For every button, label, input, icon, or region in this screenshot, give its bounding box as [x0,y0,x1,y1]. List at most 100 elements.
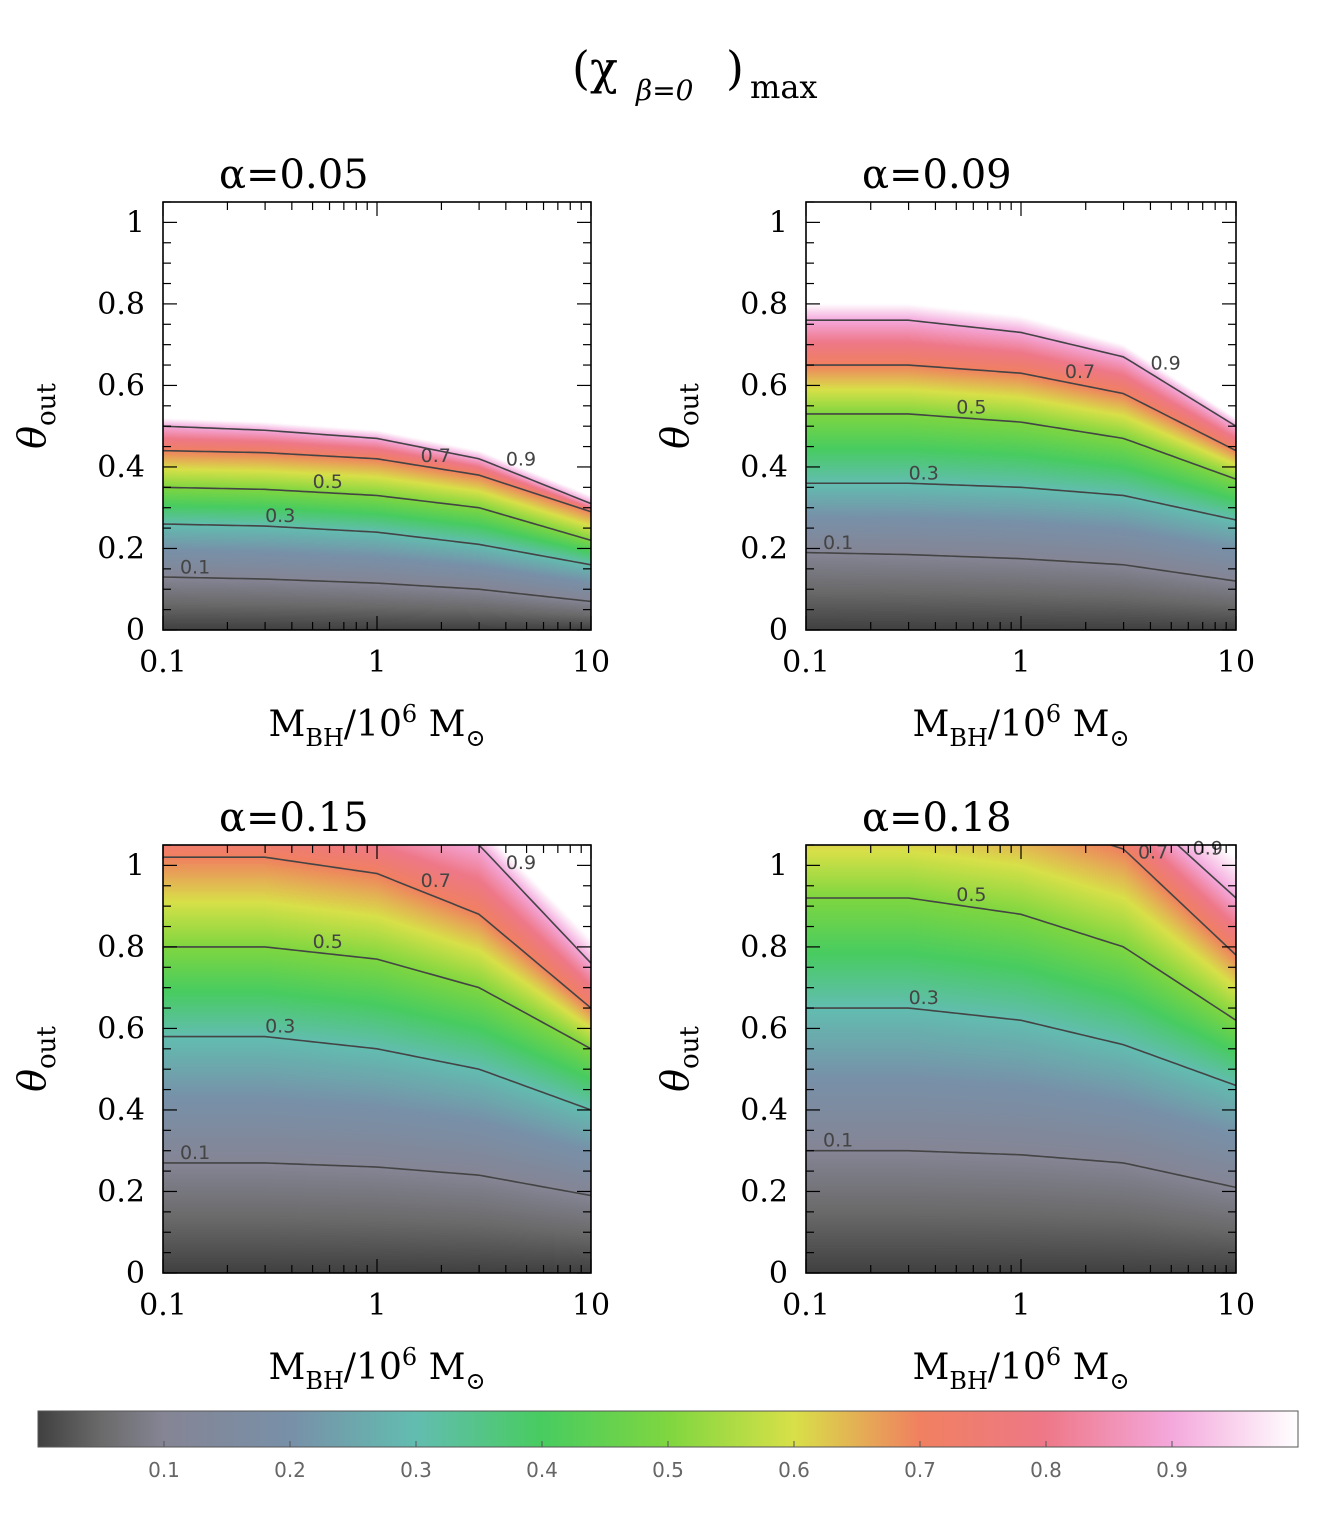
y-tick-label: 1 [126,205,145,240]
x-ticks: 0.1 1 10 [139,202,610,680]
x-tick-label: 10 [1217,1288,1255,1323]
y-tick-label: 0.6 [740,368,788,403]
contour-line-0.7 [806,364,1236,452]
x-axis-label: MBH/106 M⊙ [912,700,1129,752]
heatmap-image [163,202,591,630]
contour-line-0.5 [163,486,591,542]
contour-label: 0.5 [956,884,986,906]
y-tick-label: 0.6 [97,368,145,403]
y-tick-label: 0.4 [97,450,145,485]
contour-label: 0.3 [265,1016,295,1038]
x-tick-label: 1 [1011,645,1030,680]
y-ticks: 0 0.2 0.4 0.6 0.8 1 [740,201,1236,648]
x-tick-label: 0.1 [782,645,830,680]
contour-line-0.3 [163,1035,591,1111]
y-ticks: 0 0.2 0.4 0.6 0.8 1 [97,844,591,1291]
contour-label: 0.9 [1150,352,1180,374]
contour-line-0.3 [163,523,591,566]
colorbar-tick-label: 0.6 [778,1458,810,1482]
x-ticks: 0.1 1 10 [782,202,1255,680]
figure-title-max: max [750,68,817,106]
y-tick-label: 0.4 [97,1093,145,1128]
x-tick-label: 10 [1217,645,1255,680]
colorbar: 0.1 0.2 0.3 0.4 0.5 0.6 0.7 0.8 0.9 [37,1410,1299,1482]
contour-line-0.7 [163,449,591,513]
colorbar-tick-label: 0.5 [652,1458,684,1482]
y-tick-label: 0.2 [97,1174,145,1209]
contour-label: 0.3 [265,505,295,527]
y-tick-label: 0.6 [97,1011,145,1046]
colorbar-tick-label: 0.2 [274,1458,306,1482]
y-ticks: 0 0.2 0.4 0.6 0.8 1 [740,844,1236,1291]
contour-line-0.3 [806,1007,1236,1087]
y-tick-label: 0.4 [740,1093,788,1128]
figure-title-close: ) [726,41,744,95]
y-axis-label: θout [653,1026,705,1092]
y-axis-label: θout [10,1026,62,1092]
x-tick-label: 1 [367,645,386,680]
heatmap-image [806,202,1236,630]
panel-4: 0.1 0.3 0.5 0.7 0.9 0.1 1 10 0 0.2 0.4 0.6 0.8 1 α=0.1… [653,795,1255,1395]
contour-label: 0.1 [180,1142,210,1164]
x-tick-label: 0.1 [139,645,187,680]
contour-label: 0.7 [421,445,451,467]
colorbar-tick-label: 0.9 [1156,1458,1188,1482]
y-tick-label: 0.8 [97,287,145,322]
colorbar-tick-label: 0.4 [526,1458,558,1482]
contour-label: 0.1 [823,532,853,554]
figure-title: (χ β=0 ) max [572,41,817,107]
panel-3: 0.1 0.3 0.5 0.7 0.9 0.1 1 10 0 0.2 0.4 0.6 0.8 1 α=0.1… [10,795,610,1395]
contour-label: 0.9 [506,449,536,471]
panel-title: α=0.18 [862,795,1012,841]
contour-line-0.9 [476,845,591,964]
x-tick-label: 10 [572,1288,610,1323]
x-axis-label: MBH/106 M⊙ [912,1343,1129,1395]
x-tick-label: 0.1 [782,1288,830,1323]
y-tick-label: 0.2 [740,531,788,566]
y-tick-label: 0 [769,613,788,648]
contour-label: 0.5 [313,471,343,493]
y-tick-label: 0.8 [740,287,788,322]
x-tick-label: 10 [572,645,610,680]
panel-title: α=0.09 [862,152,1012,198]
heatmap-image [806,845,1236,1273]
heatmap-image [163,845,591,1273]
contour-label: 0.3 [909,987,939,1009]
contour-line-0.7 [1108,845,1236,956]
contour-label: 0.7 [1138,842,1168,864]
colorbar-tick-label: 0.8 [1030,1458,1062,1482]
contour-label: 0.1 [823,1130,853,1152]
x-tick-label: 1 [367,1288,386,1323]
contour-label: 0.5 [956,396,986,418]
y-tick-label: 0.4 [740,450,788,485]
contour-line-0.1 [163,576,591,603]
contour-line-0.1 [806,551,1236,582]
contour-line-0.5 [806,413,1236,480]
contour-line-0.5 [806,897,1236,1021]
colorbar-tick-label: 0.1 [148,1458,180,1482]
contour-label: 0.7 [1065,361,1095,383]
contour-label: 0.9 [506,852,536,874]
y-tick-label: 0.6 [740,1011,788,1046]
contour-line-0.1 [806,1149,1236,1189]
panel-2: 0.1 0.3 0.5 0.7 0.9 0.1 1 10 0 0.2 0.4 0.6 0.8 1 α=0.0… [653,152,1255,752]
y-ticks: 0 0.2 0.4 0.6 0.8 1 [97,201,591,648]
x-tick-label: 0.1 [139,1288,187,1323]
y-tick-label: 0 [769,1256,788,1291]
contour-line-0.7 [163,856,591,1009]
panel-title: α=0.05 [219,152,369,198]
contour-label: 0.5 [313,931,343,953]
figure-title-sub: β=0 [635,74,693,107]
contour-line-0.5 [163,946,591,1050]
contour-lines [163,425,591,603]
contour-line-0.3 [806,482,1236,521]
panel-1: 0.1 0.3 0.5 0.7 0.9 0.1 1 10 0 0.2 0.4 0.6 0.8 1 α=0.0… [10,152,610,752]
contour-lines [806,845,1236,1189]
contour-label: 0.3 [909,462,939,484]
y-tick-label: 1 [769,205,788,240]
colorbar-ticks: 0.1 0.2 0.3 0.4 0.5 0.6 0.7 0.8 0.9 [148,1441,1188,1482]
x-ticks: 0.1 1 10 [139,845,610,1323]
y-tick-label: 0.2 [97,531,145,566]
panels: 0.10.30.50.7 0.90.1 1 1000.20.40.60.81α=0.0… [10,152,1255,1395]
contour-line-0.9 [163,425,591,505]
